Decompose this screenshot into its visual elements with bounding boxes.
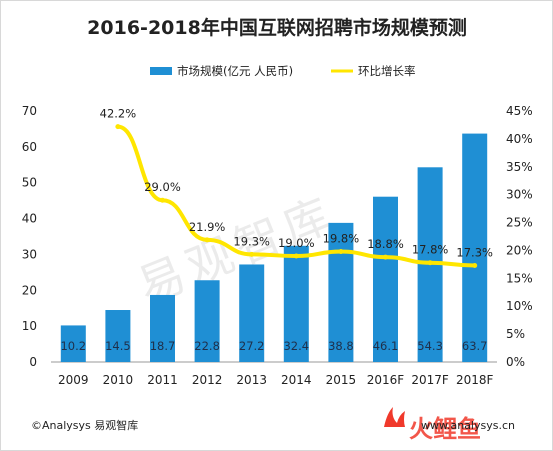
growth-point [249, 251, 255, 257]
x-tick-label: 2018F [456, 373, 494, 387]
bar [60, 325, 86, 362]
logo-text: 火鲤鱼 [409, 415, 481, 443]
x-tick-label: 2010 [103, 373, 134, 387]
growth-value-label: 42.2% [100, 107, 137, 121]
left-tick-label: 60 [22, 140, 37, 154]
growth-value-label: 19.8% [323, 232, 360, 246]
x-tick-label: 2016F [367, 373, 405, 387]
right-tick-label: 15% [506, 271, 533, 285]
growth-point [115, 124, 121, 130]
bar-value-label: 63.7 [462, 339, 488, 353]
right-tick-label: 25% [506, 216, 533, 230]
growth-value-label: 21.9% [189, 220, 226, 234]
x-tick-label: 2011 [147, 373, 178, 387]
x-tick-label: 2013 [236, 373, 267, 387]
left-tick-label: 0 [29, 355, 37, 369]
bar [462, 133, 488, 362]
left-tick-label: 50 [22, 176, 37, 190]
flame-logo-icon [384, 407, 405, 427]
growth-point [383, 254, 388, 260]
right-tick-label: 45% [506, 104, 533, 118]
bar [105, 310, 131, 362]
legend-line-label: 环比增长率 [358, 64, 416, 78]
growth-point [427, 260, 433, 266]
right-tick-label: 10% [506, 299, 533, 313]
left-tick-label: 10 [22, 319, 37, 333]
bar-value-label: 38.8 [328, 339, 354, 353]
x-tick-label: 2012 [192, 373, 223, 387]
growth-value-labels: 42.2% 29.0% 21.9% 19.3% 19.0% 19.8% 18.8% 17.8%… [100, 107, 493, 260]
growth-value-label: 17.8% [412, 243, 449, 257]
growth-line-series [115, 124, 478, 269]
bar [150, 294, 175, 362]
bar-value-label: 54.3 [417, 339, 443, 353]
right-tick-label: 5% [506, 327, 525, 341]
growth-point [472, 263, 478, 269]
right-tick-label: 20% [506, 243, 533, 257]
x-tick-label: 2017F [411, 373, 449, 387]
footer-logo: 火鲤鱼 www.analysys.cn [384, 407, 515, 443]
right-tick-label: 40% [506, 132, 533, 146]
bar [239, 264, 265, 362]
bar-value-label: 46.1 [373, 339, 399, 353]
axes: 0 10 20 30 40 50 60 70 0% 5% 10% 15% 20% 25% 30% 35% 40%… [22, 104, 533, 387]
growth-value-label: 17.3% [456, 246, 493, 260]
right-tick-label: 30% [506, 188, 533, 202]
x-tick-label: 2015 [326, 373, 357, 387]
left-tick-label: 40 [22, 212, 37, 226]
left-tick-label: 20 [22, 283, 37, 297]
growth-point [293, 253, 299, 259]
legend: 市场规模(亿元 人民币) 环比增长率 [150, 64, 416, 78]
growth-value-label: 18.8% [367, 237, 404, 251]
right-tick-label: 35% [506, 160, 533, 174]
x-tick-label: 2014 [281, 373, 312, 387]
footer-url: www.analysys.cn [421, 419, 515, 432]
bar-value-label: 10.2 [60, 339, 86, 353]
growth-value-label: 19.3% [233, 234, 270, 248]
growth-point [204, 237, 210, 243]
growth-value-label: 29.0% [144, 180, 181, 194]
left-tick-label: 30 [22, 247, 37, 261]
bar-value-labels: 10.2 14.5 18.7 22.8 27.2 32.4 38.8 46.1 54.3 63.7 [60, 339, 487, 353]
chart-title: 2016-2018年中国互联网招聘市场规模预测 [87, 16, 467, 39]
bar-value-label: 32.4 [283, 339, 309, 353]
bar [283, 245, 309, 362]
right-tick-label: 0% [506, 355, 525, 369]
legend-bar-swatch [150, 67, 172, 75]
bar-value-label: 27.2 [239, 339, 265, 353]
bar [328, 222, 354, 362]
bar [194, 280, 220, 362]
footer-source: ©Analysys 易观智库 [31, 418, 138, 432]
left-tick-label: 70 [22, 104, 37, 118]
bar [373, 196, 398, 362]
bar-value-label: 22.8 [194, 339, 220, 353]
growth-point [338, 249, 344, 255]
bar-value-label: 18.7 [150, 339, 176, 353]
bar-value-label: 14.5 [105, 339, 131, 353]
growth-value-label: 19.0% [278, 236, 315, 250]
growth-point [160, 197, 165, 203]
x-tick-label: 2009 [58, 373, 89, 387]
legend-bar-label: 市场规模(亿元 人民币) [177, 64, 293, 78]
